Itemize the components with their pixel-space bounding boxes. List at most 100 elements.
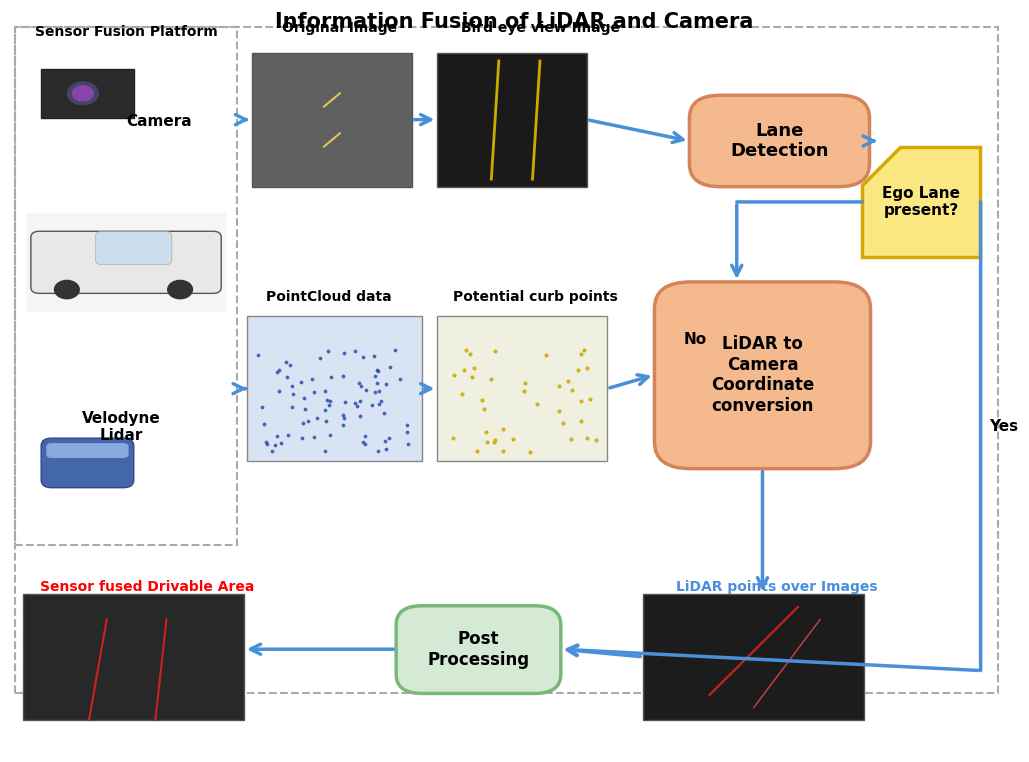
Point — [284, 380, 300, 392]
Point — [269, 430, 285, 442]
Point — [495, 423, 511, 435]
Point — [529, 398, 545, 410]
Point — [336, 347, 353, 360]
Point — [271, 385, 287, 397]
FancyBboxPatch shape — [41, 438, 134, 488]
Point — [572, 348, 589, 360]
Point — [271, 363, 287, 376]
Point — [366, 351, 383, 363]
Point — [392, 373, 409, 386]
Point — [522, 446, 538, 458]
Point — [282, 359, 298, 371]
Point — [483, 373, 499, 386]
Text: Post
Processing: Post Processing — [427, 630, 530, 668]
Point — [495, 445, 511, 457]
Point — [292, 376, 309, 388]
Point — [462, 347, 478, 360]
Point — [370, 398, 387, 410]
Point — [570, 363, 587, 376]
Point — [572, 415, 589, 427]
Text: Yes: Yes — [989, 419, 1018, 434]
Point — [458, 344, 474, 357]
Point — [367, 386, 384, 399]
Point — [317, 404, 333, 416]
Point — [475, 402, 492, 415]
FancyBboxPatch shape — [437, 53, 587, 187]
Point — [517, 376, 533, 389]
Point — [322, 395, 339, 407]
Point — [576, 344, 593, 356]
Point — [447, 369, 463, 381]
Point — [478, 436, 495, 448]
Point — [352, 410, 368, 422]
FancyBboxPatch shape — [46, 443, 129, 458]
Point — [555, 417, 571, 429]
Point — [349, 400, 365, 412]
Point — [464, 371, 481, 383]
Point — [473, 394, 490, 406]
FancyBboxPatch shape — [252, 53, 412, 187]
Text: Lane
Detection: Lane Detection — [731, 122, 828, 160]
Point — [454, 388, 470, 400]
FancyBboxPatch shape — [396, 606, 561, 693]
Point — [263, 445, 280, 457]
Point — [399, 419, 416, 431]
Text: LiDAR to
Camera
Coordinate
conversion: LiDAR to Camera Coordinate conversion — [711, 335, 814, 415]
Point — [579, 432, 596, 444]
Point — [254, 401, 271, 413]
Point — [297, 403, 314, 415]
Point — [319, 394, 335, 406]
Point — [354, 437, 370, 449]
Point — [354, 351, 370, 363]
Point — [504, 434, 521, 446]
FancyBboxPatch shape — [247, 316, 422, 461]
Text: Velodyne
Lidar: Velodyne Lidar — [82, 411, 161, 443]
Point — [486, 436, 502, 448]
FancyBboxPatch shape — [26, 213, 226, 312]
Point — [357, 438, 374, 450]
Point — [347, 344, 363, 357]
Point — [299, 415, 316, 427]
Text: LiDAR points over Images: LiDAR points over Images — [676, 580, 878, 594]
Point — [269, 367, 285, 379]
Point — [573, 395, 590, 408]
Text: Camera: Camera — [127, 114, 192, 130]
Text: No: No — [684, 331, 707, 347]
Point — [563, 434, 579, 446]
Point — [352, 395, 368, 408]
Text: Bird eye view Image: Bird eye view Image — [461, 21, 619, 35]
Point — [551, 379, 567, 392]
Text: Ego Lane
present?: Ego Lane present? — [882, 186, 960, 218]
Point — [335, 370, 352, 382]
Point — [370, 386, 387, 398]
Circle shape — [68, 82, 99, 104]
Point — [398, 426, 415, 438]
Point — [296, 392, 313, 404]
Text: Sensor Fusion Platform: Sensor Fusion Platform — [35, 25, 218, 39]
Point — [366, 370, 383, 383]
Point — [322, 370, 339, 383]
Point — [560, 375, 576, 387]
Point — [357, 430, 374, 442]
Point — [382, 360, 398, 373]
Point — [320, 345, 336, 357]
Point — [304, 373, 320, 385]
Point — [293, 432, 310, 444]
FancyBboxPatch shape — [96, 232, 172, 264]
Polygon shape — [862, 147, 980, 258]
Point — [285, 388, 301, 400]
Point — [317, 385, 333, 397]
Point — [279, 371, 295, 383]
Point — [377, 434, 393, 447]
Point — [581, 393, 598, 405]
Text: Information Fusion of LiDAR and Camera: Information Fusion of LiDAR and Camera — [276, 12, 753, 32]
FancyBboxPatch shape — [23, 594, 244, 720]
FancyBboxPatch shape — [689, 95, 870, 187]
Point — [347, 397, 363, 409]
Text: Original Image: Original Image — [282, 21, 397, 35]
Point — [256, 418, 273, 431]
Point — [538, 349, 555, 361]
Point — [374, 395, 390, 407]
Point — [381, 432, 397, 444]
Point — [250, 348, 267, 360]
